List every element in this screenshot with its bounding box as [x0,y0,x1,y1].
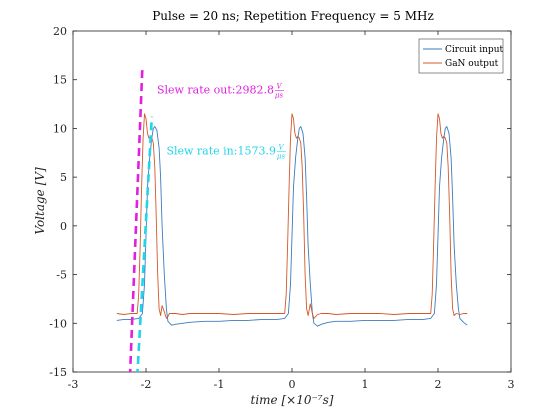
legend-box [418,38,504,74]
x-tick-label: -2 [141,378,152,391]
y-tick-label: -5 [56,269,67,282]
slew-rate-out-label: Slew rate out:2982.8 [157,83,274,96]
slew-rate-out-unit-numerator: V [276,82,282,90]
y-tick-label: -10 [49,317,67,330]
legend-label-gan-output: GaN output [445,59,499,69]
y-tick-label: 20 [53,25,67,38]
slew-rate-in-label: Slew rate in:1573.9 [166,145,276,158]
series-line-gan-output [116,113,468,319]
annotation-lines [128,67,154,372]
x-tick-label: 3 [508,378,515,391]
x-tick-labels: -3 -2 -1 0 1 2 3 [68,378,515,391]
slew-rate-in-unit-denominator: μs [277,153,286,161]
chart-title: Pulse = 20 ns; Repetition Frequency = 5 … [152,9,434,23]
series-line-circuit-input [116,126,468,327]
y-tick-label: 0 [60,220,67,233]
x-tick-label: 0 [289,378,296,391]
y-axis-label: Voltage [V] [33,167,47,235]
x-tick-label: 2 [435,378,442,391]
x-tick-label: -3 [68,378,79,391]
plot-area [72,30,512,373]
y-tick-label: 5 [60,171,67,184]
legend: Circuit input GaN output [418,38,504,74]
slew-rate-in-unit-numerator: V [278,144,284,152]
y-tick-label: 15 [53,74,67,87]
slew-rate-out-unit-denominator: μs [275,91,284,99]
legend-label-circuit-input: Circuit input [445,45,503,55]
series-layer [116,113,468,327]
y-tick-label: 10 [53,122,67,135]
x-tick-label: 1 [362,378,369,391]
x-tick-label: -1 [214,378,225,391]
axis-ticks [72,30,512,373]
x-axis-label: time [×10⁻⁷s] [251,393,334,407]
slew-rate-in-line [136,116,154,372]
y-tick-label: -15 [49,366,67,379]
y-tick-labels: -15 -10 -5 0 5 10 15 20 [49,25,67,379]
